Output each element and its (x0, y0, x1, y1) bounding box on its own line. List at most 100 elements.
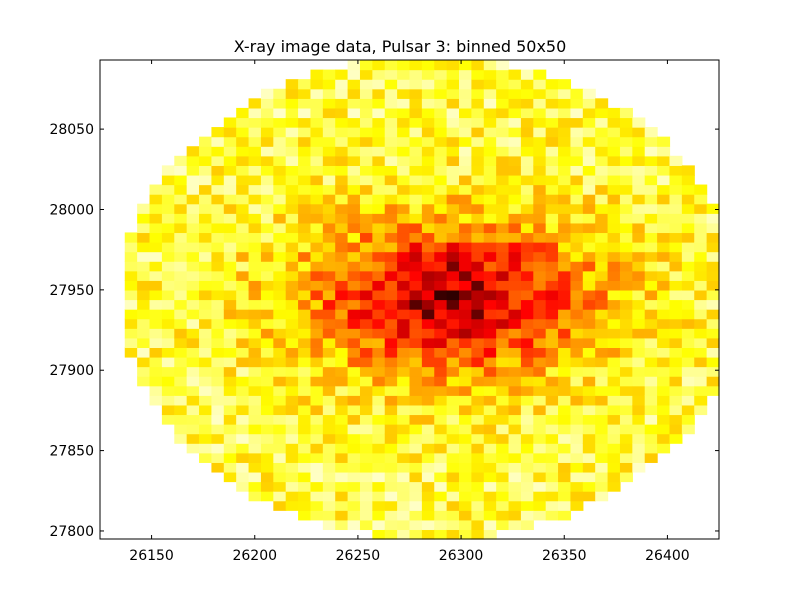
y-tick-label: 27850 (49, 444, 94, 460)
heatmap-cell (421, 194, 435, 205)
heatmap-cell (632, 337, 646, 348)
heatmap-cell (248, 270, 262, 281)
heatmap-cell (409, 136, 423, 147)
heatmap-cell (446, 79, 460, 90)
heatmap-cell (421, 481, 435, 492)
heatmap-cell (335, 232, 349, 243)
heatmap-cell (384, 337, 398, 348)
heatmap-cell (409, 462, 423, 473)
heatmap-cell (273, 500, 287, 511)
heatmap-cell (174, 251, 188, 262)
heatmap-cell (310, 481, 324, 492)
heatmap-cell (570, 462, 584, 473)
heatmap-cell (397, 443, 411, 454)
heatmap-cell (359, 88, 373, 99)
heatmap-cell (508, 146, 522, 157)
heatmap-cell (223, 356, 237, 368)
heatmap-cell (322, 414, 336, 425)
heatmap-cell (174, 424, 188, 435)
heatmap-cell (558, 146, 572, 157)
heatmap-cell (421, 366, 435, 377)
heatmap-cell (446, 232, 460, 243)
heatmap-cell (446, 500, 460, 511)
heatmap-cell (644, 309, 658, 320)
heatmap-cell (161, 366, 175, 377)
heatmap-cell (657, 347, 671, 358)
heatmap-cell (397, 184, 411, 195)
heatmap-cell (236, 203, 250, 214)
heatmap-cell (322, 318, 336, 329)
heatmap-cell (632, 366, 646, 377)
heatmap-cell (681, 347, 695, 358)
heatmap-cell (359, 242, 373, 253)
heatmap-cell (223, 242, 237, 253)
heatmap-cell (409, 500, 423, 511)
heatmap-cell (421, 376, 435, 387)
heatmap-cell (322, 424, 336, 435)
heatmap-cell (706, 280, 720, 291)
heatmap-cell (421, 155, 435, 166)
heatmap-cell (632, 424, 646, 435)
heatmap-cell (223, 404, 237, 416)
heatmap-cell (199, 366, 213, 377)
heatmap-cell (199, 309, 213, 320)
heatmap-cell (174, 270, 188, 281)
heatmap-cell (446, 174, 460, 186)
heatmap-cell (496, 519, 510, 531)
heatmap-cell (285, 222, 299, 234)
heatmap-cell (459, 366, 472, 377)
heatmap-cell (199, 299, 213, 310)
heatmap-cell (619, 232, 633, 243)
heatmap-cell (694, 328, 708, 339)
heatmap-cell (619, 107, 633, 119)
heatmap-cell (582, 328, 596, 339)
heatmap-cell (384, 471, 398, 483)
heatmap-cell (199, 165, 213, 176)
heatmap-cell (397, 452, 411, 463)
heatmap-cell (149, 395, 163, 406)
heatmap-cell (558, 194, 572, 205)
heatmap-cell (335, 146, 349, 157)
heatmap-cell (459, 194, 472, 205)
heatmap-cell (347, 471, 361, 483)
heatmap-cell (335, 242, 349, 253)
heatmap-cell (137, 222, 151, 234)
heatmap-cell (174, 242, 188, 253)
heatmap-cell (372, 194, 386, 205)
heatmap-cell (446, 98, 460, 109)
heatmap-cell (421, 60, 435, 71)
heatmap-cell (471, 337, 485, 348)
heatmap-cell (335, 500, 349, 511)
heatmap-cell (483, 136, 497, 147)
heatmap-cell (471, 60, 485, 71)
heatmap-cell (570, 136, 584, 147)
heatmap-cell (681, 213, 695, 224)
heatmap-cell (186, 376, 200, 387)
heatmap-cell (124, 299, 138, 310)
heatmap-cell (520, 356, 534, 368)
heatmap-cell (459, 280, 472, 291)
heatmap-cell (174, 194, 188, 205)
heatmap-cell (322, 395, 336, 406)
heatmap-cell (285, 174, 299, 186)
heatmap-cell (595, 146, 609, 157)
heatmap-cell (694, 289, 708, 301)
heatmap-cell (359, 356, 373, 368)
heatmap-cell (335, 88, 349, 99)
heatmap-cell (508, 347, 522, 358)
heatmap-cell (496, 376, 510, 387)
heatmap-cell (298, 462, 312, 473)
heatmap-cell (384, 117, 398, 128)
heatmap-cell (459, 347, 472, 358)
heatmap-cell (520, 98, 534, 109)
heatmap-cell (459, 337, 472, 348)
heatmap-cell (359, 203, 373, 214)
heatmap-cell (236, 155, 250, 166)
heatmap-cell (359, 366, 373, 377)
heatmap-cell (211, 376, 225, 387)
heatmap-cell (298, 270, 312, 281)
heatmap-cell (161, 376, 175, 387)
heatmap-cell (446, 127, 460, 138)
heatmap-cell (582, 385, 596, 396)
heatmap-cell (632, 194, 646, 205)
